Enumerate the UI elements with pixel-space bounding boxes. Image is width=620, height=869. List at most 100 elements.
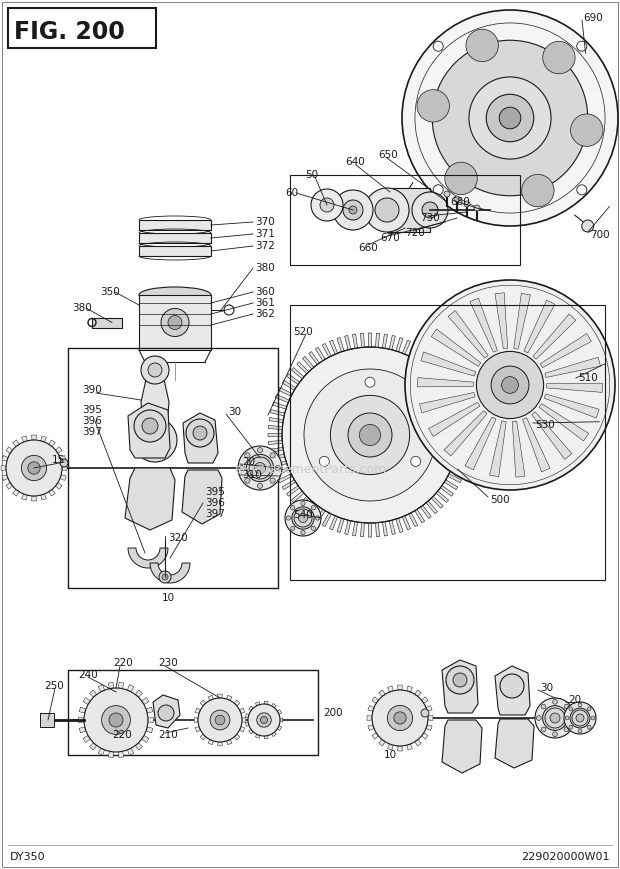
Text: 20: 20 (242, 457, 255, 467)
Polygon shape (118, 752, 124, 758)
Text: 50: 50 (305, 170, 318, 180)
Circle shape (360, 424, 381, 446)
Circle shape (491, 366, 529, 404)
Polygon shape (303, 356, 314, 369)
Polygon shape (379, 690, 385, 697)
Circle shape (570, 114, 603, 146)
Circle shape (292, 507, 314, 529)
Polygon shape (539, 403, 589, 441)
Polygon shape (127, 748, 134, 755)
Polygon shape (444, 411, 487, 456)
Polygon shape (282, 480, 296, 489)
Polygon shape (418, 378, 473, 387)
Circle shape (311, 526, 316, 530)
Polygon shape (448, 388, 462, 396)
Polygon shape (278, 474, 292, 482)
Text: 372: 372 (255, 241, 275, 251)
Circle shape (445, 163, 477, 195)
Circle shape (210, 710, 230, 730)
Polygon shape (286, 486, 299, 496)
Polygon shape (436, 368, 449, 379)
Polygon shape (337, 518, 344, 533)
Polygon shape (32, 496, 37, 501)
Circle shape (499, 107, 521, 129)
Polygon shape (55, 483, 62, 489)
Circle shape (412, 192, 448, 228)
Polygon shape (458, 426, 472, 429)
Polygon shape (442, 660, 478, 713)
Text: 320: 320 (168, 533, 188, 543)
Bar (290, 305, 605, 580)
Circle shape (388, 706, 412, 731)
Text: 30: 30 (228, 407, 241, 417)
Polygon shape (495, 293, 508, 348)
Circle shape (246, 454, 273, 481)
Circle shape (301, 530, 305, 534)
Polygon shape (2, 455, 8, 461)
Polygon shape (269, 448, 283, 453)
Polygon shape (49, 440, 55, 447)
Polygon shape (422, 697, 428, 703)
Circle shape (542, 706, 567, 731)
Circle shape (550, 713, 560, 723)
Circle shape (84, 688, 148, 752)
Circle shape (245, 453, 250, 458)
Polygon shape (275, 395, 290, 402)
Polygon shape (108, 752, 113, 758)
Text: 10: 10 (383, 750, 397, 760)
Circle shape (587, 706, 591, 711)
Text: 395: 395 (82, 405, 102, 415)
Circle shape (257, 448, 263, 453)
Text: 371: 371 (255, 229, 275, 239)
Polygon shape (368, 706, 374, 711)
Polygon shape (470, 298, 497, 352)
Polygon shape (128, 403, 170, 458)
Text: 390: 390 (82, 385, 102, 395)
Circle shape (535, 698, 575, 738)
Polygon shape (457, 417, 471, 422)
Polygon shape (402, 516, 410, 530)
Circle shape (577, 185, 587, 195)
Polygon shape (316, 348, 326, 361)
Polygon shape (125, 468, 175, 530)
Circle shape (444, 191, 450, 197)
Text: DY350: DY350 (10, 852, 46, 862)
Polygon shape (440, 486, 453, 496)
Polygon shape (495, 719, 534, 768)
Bar (139, 220, 211, 230)
Circle shape (417, 90, 450, 122)
Polygon shape (432, 329, 480, 367)
Polygon shape (451, 395, 465, 402)
Polygon shape (407, 744, 412, 750)
Text: 540: 540 (293, 510, 312, 520)
Circle shape (275, 466, 280, 471)
Circle shape (333, 190, 373, 230)
Circle shape (405, 280, 615, 490)
Polygon shape (6, 447, 12, 453)
Polygon shape (428, 716, 433, 720)
Circle shape (291, 506, 295, 510)
Polygon shape (268, 434, 282, 436)
Polygon shape (98, 748, 105, 755)
Circle shape (148, 363, 162, 377)
Circle shape (375, 198, 399, 222)
Circle shape (365, 377, 375, 388)
Polygon shape (22, 494, 27, 500)
Polygon shape (396, 337, 403, 352)
Circle shape (159, 571, 171, 583)
Text: 20: 20 (568, 695, 581, 705)
Polygon shape (432, 362, 443, 374)
Polygon shape (453, 402, 467, 409)
Polygon shape (547, 383, 603, 393)
Polygon shape (269, 417, 283, 422)
Polygon shape (453, 461, 467, 468)
Polygon shape (514, 294, 531, 349)
Bar (290, 175, 520, 265)
Circle shape (285, 500, 321, 536)
Polygon shape (83, 698, 91, 705)
Circle shape (476, 351, 544, 419)
Text: 730: 730 (420, 213, 440, 223)
Circle shape (239, 466, 245, 471)
Text: 720: 720 (405, 228, 425, 238)
Polygon shape (60, 474, 66, 481)
